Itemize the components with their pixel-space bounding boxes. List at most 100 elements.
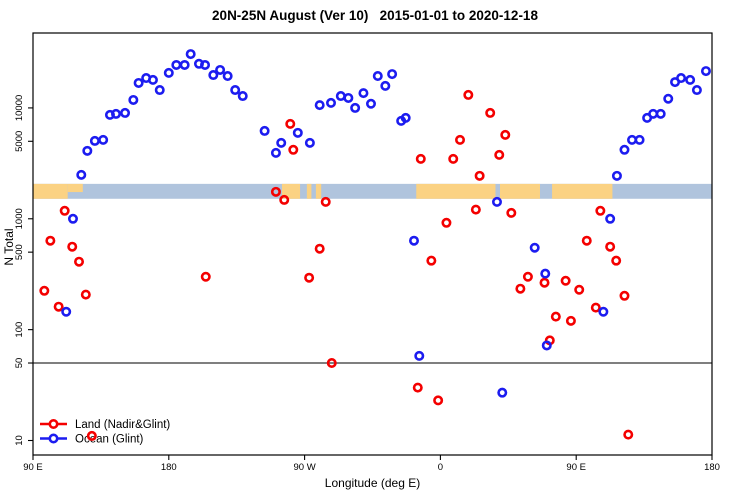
- data-point-land: [448, 153, 459, 164]
- data-point-ocean: [292, 127, 303, 138]
- plot-border: [32, 32, 713, 456]
- data-point-ocean: [634, 134, 645, 145]
- data-point-land: [500, 129, 511, 140]
- data-point-ocean: [372, 71, 383, 82]
- data-point-land: [619, 290, 630, 301]
- data-point-ocean: [540, 268, 551, 279]
- data-point-ocean: [98, 134, 109, 145]
- data-point-land: [560, 275, 571, 286]
- y-tick-label: 5000: [14, 131, 25, 152]
- data-point-land: [426, 255, 437, 266]
- map-strip-land-segment: [33, 183, 68, 199]
- x-tick-label: 180: [161, 462, 177, 473]
- data-point-ocean: [350, 102, 361, 113]
- data-point-land: [590, 302, 601, 313]
- data-point-land: [270, 186, 281, 197]
- data-point-ocean: [237, 91, 248, 102]
- y-tick-label: 500: [14, 244, 25, 260]
- y-tick-label: 1000: [14, 208, 25, 229]
- map-strip-land-segment: [315, 183, 322, 199]
- data-point-ocean: [120, 107, 131, 118]
- data-point-land: [574, 284, 585, 295]
- data-point-ocean: [491, 196, 502, 207]
- data-point-ocean: [304, 137, 315, 148]
- data-point-land: [314, 243, 325, 254]
- data-point-land: [494, 149, 505, 160]
- data-point-ocean: [497, 387, 508, 398]
- map-strip-land-segment: [281, 183, 301, 199]
- data-point-ocean: [89, 135, 100, 146]
- data-point-ocean: [276, 137, 287, 148]
- data-point-ocean: [215, 64, 226, 75]
- data-point-ocean: [110, 108, 121, 119]
- data-point-ocean: [76, 169, 87, 180]
- map-strip-land-segment: [500, 183, 540, 199]
- y-tick-label: 10: [14, 435, 25, 446]
- data-point-land: [611, 255, 622, 266]
- data-point-ocean: [700, 66, 711, 77]
- data-point-land: [515, 283, 526, 294]
- data-point-land: [581, 235, 592, 246]
- data-point-land: [326, 358, 337, 369]
- data-point-land: [455, 134, 466, 145]
- data-point-ocean: [598, 306, 609, 317]
- data-point-land: [288, 144, 299, 155]
- data-point-land: [441, 217, 452, 228]
- data-point-ocean: [230, 85, 241, 96]
- data-point-land: [279, 194, 290, 205]
- data-point-ocean: [163, 67, 174, 78]
- x-tick-label: 90 W: [294, 462, 316, 473]
- data-point-land: [463, 89, 474, 100]
- data-point-land: [485, 107, 496, 118]
- data-point-ocean: [400, 112, 411, 123]
- data-point-land: [67, 241, 78, 252]
- y-tick-label: 10000: [14, 95, 25, 121]
- data-point-ocean: [676, 73, 687, 84]
- data-point-land: [550, 311, 561, 322]
- data-point-land: [506, 207, 517, 218]
- data-point-ocean: [147, 74, 158, 85]
- data-point-ocean: [408, 235, 419, 246]
- x-axis-title: Longitude (deg E): [324, 476, 421, 490]
- data-point-ocean: [222, 71, 233, 82]
- data-point-ocean: [200, 59, 211, 70]
- data-point-ocean: [685, 74, 696, 85]
- data-point-ocean: [380, 80, 391, 91]
- data-point-ocean: [208, 70, 219, 81]
- data-point-land: [285, 118, 296, 129]
- map-strip-land-segment: [552, 183, 613, 199]
- data-point-land: [59, 205, 70, 216]
- data-point-land: [415, 153, 426, 164]
- data-point-ocean: [605, 213, 616, 224]
- map-strip-land-segment: [416, 183, 496, 199]
- legend-point-sample: [48, 418, 59, 429]
- data-point-ocean: [414, 350, 425, 361]
- data-point-ocean: [611, 170, 622, 181]
- data-point-ocean: [655, 108, 666, 119]
- legend-item-label: Ocean (Glint): [75, 434, 144, 446]
- data-point-ocean: [82, 145, 93, 156]
- data-point-land: [320, 196, 331, 207]
- data-point-ocean: [343, 92, 354, 103]
- y-tick-label: 50: [14, 358, 25, 369]
- data-point-land: [80, 289, 91, 300]
- data-point-ocean: [663, 93, 674, 104]
- x-tick-label: 90 E: [23, 462, 43, 473]
- data-point-land: [474, 170, 485, 181]
- x-tick-label: 0: [438, 462, 443, 473]
- data-point-ocean: [314, 100, 325, 111]
- data-point-land: [86, 430, 97, 441]
- data-point-land: [595, 205, 606, 216]
- data-point-ocean: [365, 98, 376, 109]
- data-point-ocean: [133, 77, 144, 88]
- data-point-ocean: [541, 340, 552, 351]
- data-point-ocean: [529, 242, 540, 253]
- data-point-land: [522, 271, 533, 282]
- data-point-land: [605, 241, 616, 252]
- map-strip-land-segment: [306, 183, 312, 199]
- data-point-land: [200, 271, 211, 282]
- data-point-ocean: [154, 85, 165, 96]
- data-point-ocean: [326, 97, 337, 108]
- data-point-land: [45, 235, 56, 246]
